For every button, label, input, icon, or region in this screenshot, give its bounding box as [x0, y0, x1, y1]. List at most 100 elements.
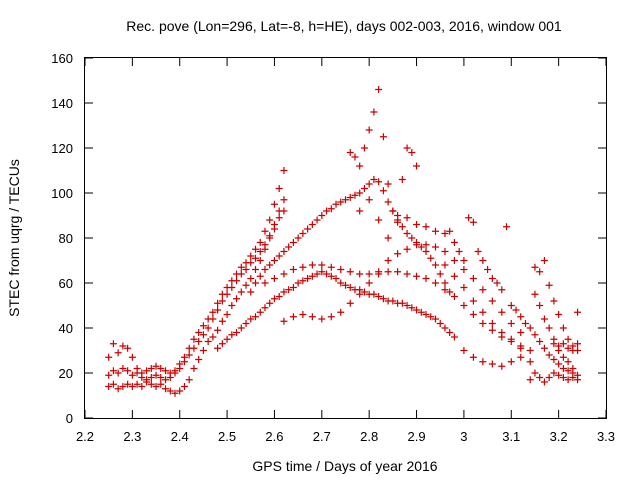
data-point: [394, 268, 402, 276]
data-point: [375, 268, 383, 276]
data-point: [455, 248, 463, 255]
data-point: [185, 344, 193, 352]
x-tick-label: 2.8: [360, 429, 378, 444]
x-tick-label: 2.4: [171, 429, 189, 444]
data-point: [375, 293, 383, 300]
data-point: [128, 353, 136, 361]
x-tick-label: 2.6: [265, 429, 283, 444]
data-point: [564, 358, 572, 366]
data-point: [365, 126, 373, 134]
data-point: [540, 344, 548, 352]
data-point: [313, 216, 321, 224]
data-point: [214, 326, 222, 334]
data-point: [128, 383, 136, 390]
data-point: [162, 385, 170, 393]
data-point: [289, 313, 297, 321]
data-point: [199, 322, 207, 330]
data-point: [422, 241, 430, 249]
data-point: [531, 263, 539, 271]
x-tick-label: 3: [460, 429, 467, 444]
data-point: [422, 311, 430, 318]
data-point: [531, 331, 539, 339]
data-point: [204, 324, 212, 332]
y-tick-label: 80: [59, 231, 73, 246]
data-point: [280, 288, 288, 296]
data-point: [517, 313, 525, 321]
data-point: [403, 144, 411, 152]
data-point: [465, 214, 473, 222]
data-point: [327, 272, 335, 280]
data-point: [242, 281, 250, 289]
data-point: [389, 207, 397, 215]
data-point: [540, 378, 548, 386]
data-point: [427, 254, 435, 262]
data-point: [555, 371, 563, 379]
data-point: [422, 248, 430, 255]
data-point: [252, 254, 260, 262]
data-point: [413, 241, 421, 249]
data-point: [564, 367, 572, 375]
data-point: [252, 313, 260, 321]
data-point: [394, 218, 402, 226]
data-point: [285, 286, 293, 294]
x-tick-label: 3.2: [550, 429, 568, 444]
data-point: [266, 299, 274, 307]
data-point: [261, 304, 269, 312]
data-point: [105, 353, 113, 361]
data-point: [536, 338, 544, 345]
data-point: [503, 223, 511, 231]
data-point: [365, 279, 373, 287]
data-point: [555, 360, 563, 368]
data-point: [162, 376, 170, 384]
data-point: [294, 279, 302, 287]
data-point: [308, 272, 316, 280]
data-point: [299, 311, 307, 318]
data-point: [124, 380, 132, 388]
data-point: [550, 340, 558, 348]
data-point: [332, 200, 340, 208]
data-point: [162, 367, 170, 375]
data-point: [370, 108, 378, 116]
data-point: [394, 212, 402, 219]
data-point: [550, 297, 558, 305]
data-point: [559, 374, 567, 381]
data-point: [166, 387, 174, 395]
data-point: [460, 347, 468, 354]
data-point: [270, 200, 278, 208]
data-point: [356, 189, 364, 197]
data-point: [109, 340, 117, 348]
data-point: [185, 376, 193, 384]
data-point: [460, 266, 468, 273]
data-point: [242, 259, 250, 267]
data-point: [507, 302, 515, 309]
x-tick-label: 2.3: [123, 429, 141, 444]
data-point: [408, 234, 416, 242]
data-point: [304, 275, 312, 282]
data-point: [559, 353, 567, 361]
data-point: [337, 266, 345, 273]
data-point: [190, 335, 198, 343]
data-point: [185, 351, 193, 359]
data-point: [124, 344, 132, 352]
data-point: [431, 243, 439, 251]
data-point: [526, 347, 534, 354]
data-point: [450, 333, 458, 341]
data-point: [223, 335, 231, 343]
data-point: [313, 270, 321, 278]
data-point: [143, 376, 151, 384]
data-point: [190, 365, 198, 372]
data-point: [270, 257, 278, 264]
data-point: [431, 279, 439, 287]
data-point: [384, 180, 392, 188]
data-point: [521, 320, 529, 327]
data-point: [266, 261, 274, 269]
data-point: [280, 167, 288, 174]
y-tick-label: 60: [59, 276, 73, 291]
data-point: [360, 288, 368, 296]
data-point: [337, 198, 345, 206]
data-point: [199, 347, 207, 354]
data-point: [157, 380, 165, 388]
data-point: [531, 369, 539, 377]
data-point: [256, 272, 264, 280]
data-point: [176, 387, 184, 395]
